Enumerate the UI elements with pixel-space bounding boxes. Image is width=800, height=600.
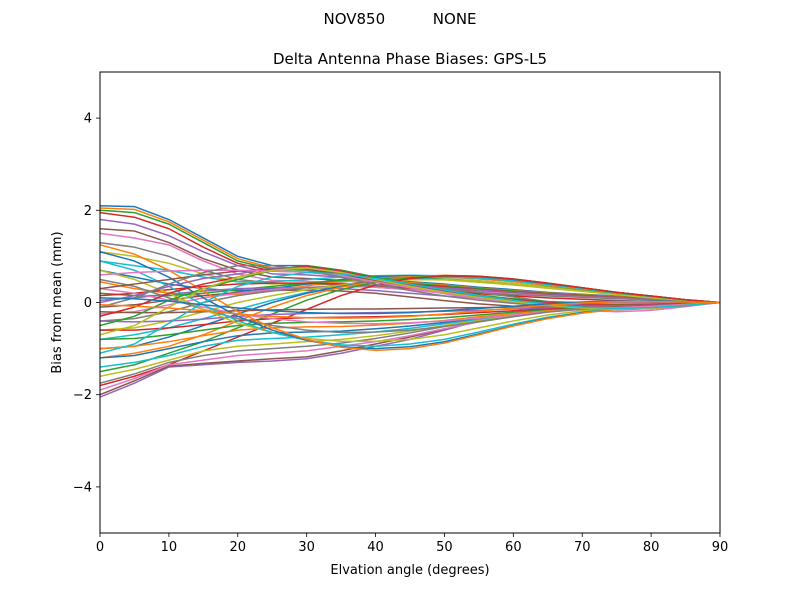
x-tick-label: 50: [436, 540, 453, 555]
x-axis: 0 10 20 30 40 50 60 70 80 90: [96, 533, 728, 555]
series-line: [100, 269, 720, 309]
x-tick-label: 90: [712, 540, 729, 555]
x-tick-label: 10: [161, 540, 178, 555]
x-tick-label: 20: [230, 540, 247, 555]
series-layer: [100, 204, 720, 398]
series-line: [100, 300, 720, 319]
x-tick-label: 70: [574, 540, 591, 555]
series-line: [100, 271, 720, 354]
x-tick-label: 0: [96, 540, 104, 555]
y-tick-label: 0: [84, 296, 92, 311]
y-tick-label: 4: [84, 112, 92, 127]
figure-suptitle: NOV850 NONE: [323, 10, 476, 28]
y-tick-label: −2: [73, 388, 92, 403]
series-line: [100, 267, 720, 336]
y-tick-label: 2: [84, 204, 92, 219]
x-tick-label: 80: [643, 540, 660, 555]
x-tick-label: 40: [367, 540, 384, 555]
x-tick-label: 60: [505, 540, 522, 555]
x-axis-label: Elvation angle (degrees): [330, 563, 489, 578]
y-tick-label: −4: [73, 480, 92, 495]
chart-title: Delta Antenna Phase Biases: GPS-L5: [273, 50, 547, 68]
y-axis: −4 −2 0 2 4: [73, 112, 100, 495]
x-tick-label: 30: [298, 540, 315, 555]
y-axis-label: Bias from mean (mm): [50, 231, 65, 373]
